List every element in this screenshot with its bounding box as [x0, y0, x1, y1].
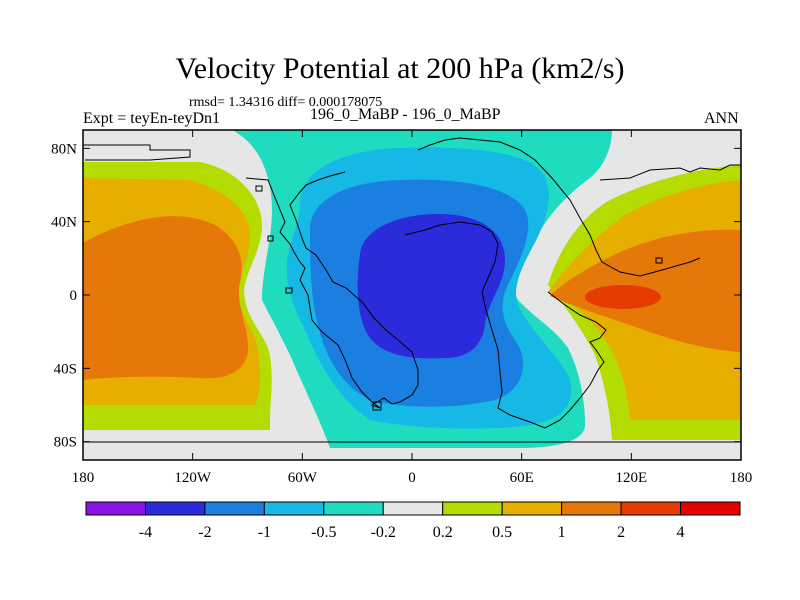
island-5 [655, 257, 663, 264]
y-tick-label: 0 [70, 288, 78, 304]
y-tick-label: 80N [51, 141, 77, 157]
season-label: ANN [704, 110, 739, 127]
y-tick-label: 40S [54, 361, 77, 377]
colorbar-swatch [85, 501, 146, 516]
colorbar-label: -0.2 [371, 524, 396, 541]
colorbar-label: -1 [258, 524, 271, 541]
experiment-label: Expt = teyEn-teyDn1 [83, 110, 220, 127]
island-3 [285, 287, 293, 294]
x-tick-label: 60E [510, 470, 534, 486]
y-tick-label: 40N [51, 215, 77, 231]
colorbar-label: -4 [139, 524, 152, 541]
x-tick-label: 120E [615, 470, 647, 486]
colorbar-label: 0.5 [492, 524, 512, 541]
colorbar-swatch [323, 501, 384, 516]
coastline-americas [245, 171, 419, 409]
colorbar-label: 4 [677, 524, 685, 541]
colorbar-label: -2 [198, 524, 211, 541]
x-tick-label: 60W [288, 470, 318, 486]
chart-title: Velocity Potential at 200 hPa (km2/s) [175, 52, 625, 85]
x-tick-label: 0 [408, 470, 416, 486]
colorbar-swatch [620, 501, 682, 516]
x-tick-label: 180 [72, 470, 95, 486]
contour-field [83, 130, 741, 460]
x-tick-label: 120W [174, 470, 212, 486]
x-tick-label: 180 [730, 470, 753, 486]
contour-east-2-core [585, 285, 661, 309]
colorbar-swatch [561, 501, 622, 516]
colorbar-label: 1 [558, 524, 566, 541]
colorbar-swatch [442, 501, 503, 516]
chart-subtitle-stats: rmsd= 1.34316 diff= 0.000178075 [189, 95, 383, 110]
island-1 [255, 185, 263, 192]
island-2 [267, 235, 274, 242]
contour-east-1-spot [717, 262, 731, 272]
coastline-africa-eurasia [404, 137, 701, 429]
colorbar-swatch [382, 501, 444, 516]
colorbar-label: -0.5 [311, 524, 336, 541]
colorbar-swatch [204, 501, 265, 516]
coastline-greenland [83, 144, 191, 161]
y-tick-label: 80S [54, 435, 77, 451]
coastlines [83, 137, 741, 443]
contour-central-minus-2 [357, 213, 505, 359]
contour-west-1 [83, 216, 249, 380]
y-axis-ticks: 80N 40N 0 40S 80S [51, 141, 741, 451]
colorbar-swatch [263, 501, 325, 516]
colorbar-label: 0.2 [433, 524, 453, 541]
colorbar-swatch [680, 501, 741, 516]
colorbar-label: 2 [617, 524, 625, 541]
case-label: 196_0_MaBP - 196_0_MaBP [310, 106, 501, 123]
x-axis-ticks: 180 120W 60W 0 60E 120E 180 [72, 130, 753, 486]
coastline-siberia [599, 164, 741, 181]
colorbar-swatch [144, 501, 206, 516]
colorbar-swatch [501, 501, 563, 516]
colorbar: -4 -2 -1 -0.5 -0.2 0.2 0.5 1 2 4 [85, 501, 741, 541]
island-4 [372, 401, 382, 411]
